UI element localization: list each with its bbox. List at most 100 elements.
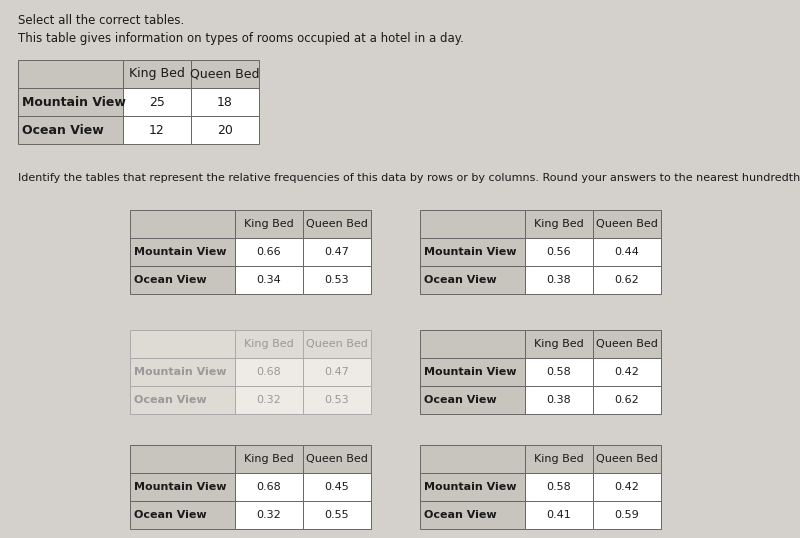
Text: King Bed: King Bed [244, 339, 294, 349]
Bar [130, 358, 235, 386]
Bar [525, 386, 593, 414]
Bar [593, 238, 661, 266]
Bar [191, 116, 259, 144]
Text: This table gives information on types of rooms occupied at a hotel in a day.: This table gives information on types of… [18, 32, 464, 45]
Bar [303, 445, 371, 473]
Text: 0.47: 0.47 [325, 247, 350, 257]
Text: 0.56: 0.56 [546, 247, 571, 257]
Text: Identify the tables that represent the relative frequencies of this data by rows: Identify the tables that represent the r… [18, 173, 800, 183]
Text: Queen Bed: Queen Bed [306, 454, 368, 464]
Bar [303, 501, 371, 529]
Bar [130, 238, 235, 266]
Bar [593, 501, 661, 529]
Bar [130, 501, 235, 529]
Bar [130, 210, 235, 238]
Text: Queen Bed: Queen Bed [596, 219, 658, 229]
Text: Queen Bed: Queen Bed [306, 339, 368, 349]
Bar [303, 238, 371, 266]
Text: 0.38: 0.38 [546, 395, 571, 405]
Text: King Bed: King Bed [129, 67, 185, 81]
Bar [303, 330, 371, 358]
Bar [593, 386, 661, 414]
Text: Ocean View: Ocean View [134, 395, 206, 405]
Bar [235, 266, 303, 294]
Bar [525, 445, 593, 473]
Bar [593, 445, 661, 473]
Bar [235, 330, 303, 358]
Text: 0.41: 0.41 [546, 510, 571, 520]
Text: Ocean View: Ocean View [134, 275, 206, 285]
Text: 0.42: 0.42 [614, 367, 639, 377]
Bar [123, 60, 191, 88]
Text: King Bed: King Bed [534, 219, 584, 229]
Bar [420, 501, 525, 529]
Bar [18, 60, 123, 88]
Bar [18, 88, 123, 116]
Text: Queen Bed: Queen Bed [190, 67, 260, 81]
Text: 0.53: 0.53 [325, 275, 350, 285]
Bar [191, 88, 259, 116]
Bar [303, 473, 371, 501]
Bar [123, 88, 191, 116]
Bar [420, 445, 525, 473]
Bar [303, 358, 371, 386]
Bar [130, 473, 235, 501]
Text: 0.38: 0.38 [546, 275, 571, 285]
Bar [235, 358, 303, 386]
Text: Ocean View: Ocean View [134, 510, 206, 520]
Text: King Bed: King Bed [534, 339, 584, 349]
Text: Mountain View: Mountain View [424, 482, 517, 492]
Bar [593, 210, 661, 238]
Text: 20: 20 [217, 124, 233, 137]
Bar [593, 266, 661, 294]
Bar [593, 358, 661, 386]
Bar [303, 386, 371, 414]
Bar [235, 473, 303, 501]
Bar [420, 266, 525, 294]
Text: 0.59: 0.59 [614, 510, 639, 520]
Bar [525, 358, 593, 386]
Text: 25: 25 [149, 96, 165, 109]
Text: Queen Bed: Queen Bed [596, 454, 658, 464]
Bar [235, 445, 303, 473]
Text: Mountain View: Mountain View [134, 367, 226, 377]
Bar [18, 116, 123, 144]
Text: 18: 18 [217, 96, 233, 109]
Bar [235, 238, 303, 266]
Bar [525, 210, 593, 238]
Text: 0.42: 0.42 [614, 482, 639, 492]
Bar [420, 386, 525, 414]
Bar [130, 266, 235, 294]
Text: Mountain View: Mountain View [424, 367, 517, 377]
Bar [420, 210, 525, 238]
Bar [191, 60, 259, 88]
Bar [303, 210, 371, 238]
Text: Select all the correct tables.: Select all the correct tables. [18, 14, 184, 27]
Text: Mountain View: Mountain View [134, 482, 226, 492]
Text: 0.62: 0.62 [614, 395, 639, 405]
Text: 0.32: 0.32 [257, 395, 282, 405]
Bar [525, 266, 593, 294]
Text: 12: 12 [149, 124, 165, 137]
Text: 0.58: 0.58 [546, 367, 571, 377]
Bar [525, 473, 593, 501]
Bar [235, 210, 303, 238]
Bar [130, 330, 235, 358]
Bar [235, 501, 303, 529]
Bar [593, 473, 661, 501]
Text: Mountain View: Mountain View [424, 247, 517, 257]
Text: Ocean View: Ocean View [424, 275, 497, 285]
Text: 0.62: 0.62 [614, 275, 639, 285]
Bar [525, 330, 593, 358]
Text: Ocean View: Ocean View [424, 395, 497, 405]
Bar [130, 445, 235, 473]
Bar [525, 238, 593, 266]
Text: 0.68: 0.68 [257, 482, 282, 492]
Bar [235, 386, 303, 414]
Bar [525, 501, 593, 529]
Text: 0.58: 0.58 [546, 482, 571, 492]
Text: 0.47: 0.47 [325, 367, 350, 377]
Text: 0.53: 0.53 [325, 395, 350, 405]
Bar [130, 386, 235, 414]
Text: 0.68: 0.68 [257, 367, 282, 377]
